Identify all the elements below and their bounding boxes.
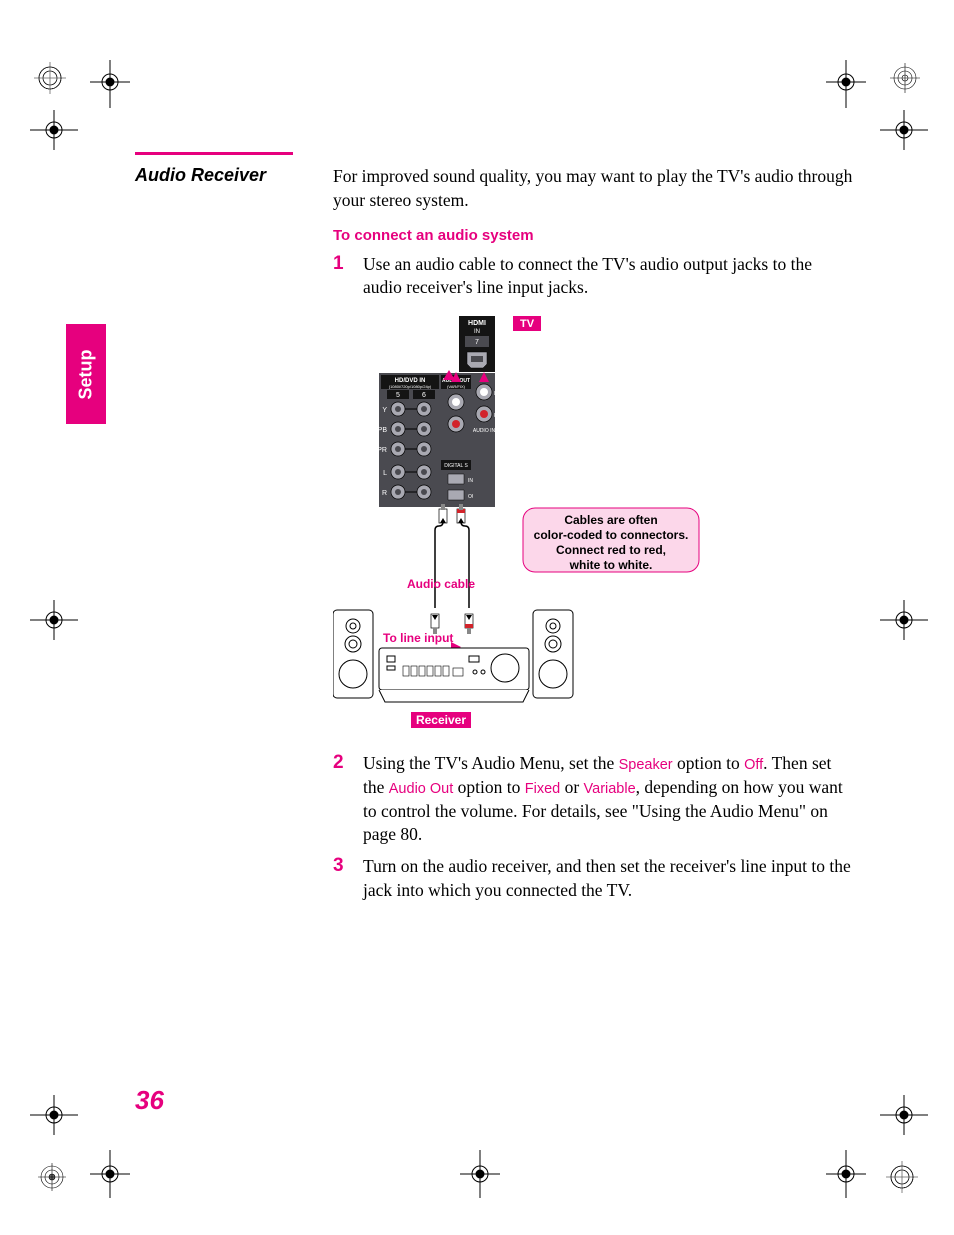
step-3-text: Turn on the audio receiver, and then set… [363,855,855,902]
svg-text:6: 6 [422,392,426,399]
callout-line-4: white to white. [569,558,653,572]
svg-text:AUDIO IN: AUDIO IN [473,428,496,434]
callout-line-3: Connect red to red, [556,543,666,557]
crop-mark-br2 [826,1140,866,1200]
step-2-number: 2 [333,752,363,847]
step-1-number: 1 [333,253,363,300]
svg-text:(1080i/720p/1080p/24p): (1080i/720p/1080p/24p) [389,384,432,389]
crop-mark-br [880,1155,930,1205]
svg-text:DIGITAL S: DIGITAL S [444,463,468,469]
crop-mark-tl3 [30,110,90,150]
step-2-text: Using the TV's Audio Menu, set the Speak… [363,752,855,847]
crop-mark-tl2 [90,60,130,120]
page-number: 36 [135,1085,164,1116]
svg-text:L: L [383,470,387,477]
line-input-label: To line input [383,631,453,645]
svg-text:R: R [382,490,387,497]
crop-mark-bl2 [90,1140,130,1200]
page-content: Audio Receiver For improved sound qualit… [135,152,855,910]
heading-rule [135,152,293,155]
svg-text:(VAR/FIX): (VAR/FIX) [447,384,466,389]
svg-text:PR: PR [377,447,387,454]
callout-line-2: color-coded to connectors. [534,528,689,542]
connection-diagram: TV HDMI IN 7 [333,312,855,739]
svg-text:IN: IN [468,478,473,484]
svg-text:IN: IN [474,329,480,335]
svg-text:HDMI: HDMI [468,320,486,327]
intro-paragraph: For improved sound quality, you may want… [333,165,855,212]
chapter-tab: Setup [66,324,106,424]
crop-mark-ml [30,600,90,640]
step-3-number: 3 [333,855,363,902]
crop-mark-tr3 [870,110,930,150]
svg-text:PB: PB [378,427,388,434]
section-heading: Audio Receiver [135,165,333,186]
crop-mark-mr [870,600,930,640]
crop-mark-bc [460,1140,500,1200]
callout-line-1: Cables are often [564,513,657,527]
svg-text:AUDIO: AUDIO [358,480,377,486]
receiver-illustration [333,610,573,702]
svg-text:5: 5 [396,392,400,399]
tv-back-panel: HDMI IN 7 HD/DVD IN (1080i/720p/1080p/24… [358,316,498,507]
svg-text:R: R [494,413,498,419]
crop-mark-tr [880,60,930,110]
tv-label: TV [520,318,535,330]
crop-mark-bl [30,1155,80,1205]
svg-text:Y: Y [382,407,387,414]
step-1: 1 Use an audio cable to connect the TV's… [333,253,855,300]
chapter-tab-label: Setup [76,349,97,399]
step-3: 3 Turn on the audio receiver, and then s… [333,855,855,902]
step-1-text: Use an audio cable to connect the TV's a… [363,253,855,300]
crop-mark-br3 [870,1095,930,1135]
svg-text:L: L [494,391,497,397]
step-2: 2 Using the TV's Audio Menu, set the Spe… [333,752,855,847]
svg-text:7: 7 [475,339,479,346]
sub-heading: To connect an audio system [333,226,855,246]
audio-cable-label: Audio cable [407,577,475,591]
crop-mark-tr2 [826,60,866,120]
receiver-label: Receiver [416,713,466,727]
crop-mark-bl3 [30,1095,90,1135]
